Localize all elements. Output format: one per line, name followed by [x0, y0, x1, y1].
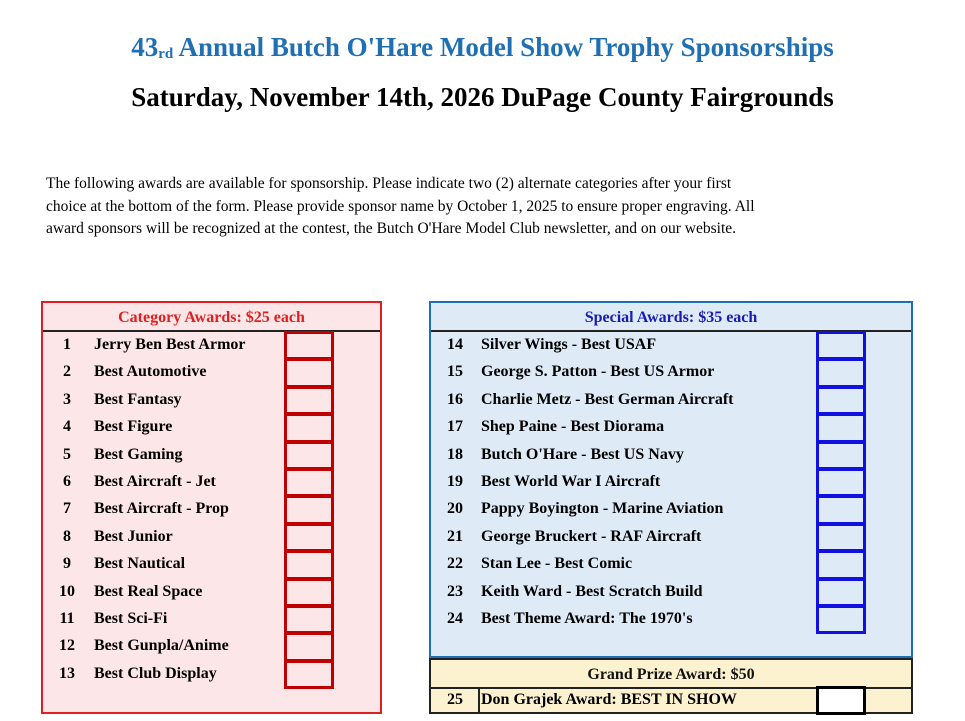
- checkbox[interactable]: [284, 605, 334, 635]
- award-number: 9: [63, 555, 71, 573]
- award-name: Best Theme Award: The 1970's: [481, 610, 693, 627]
- award-number: 23: [447, 582, 463, 600]
- award-number: 12: [59, 637, 75, 655]
- award-number: 24: [447, 610, 463, 627]
- award-name: Jerry Ben Best Armor: [94, 336, 246, 353]
- checkbox[interactable]: [816, 440, 866, 470]
- checkbox[interactable]: [816, 605, 866, 635]
- award-number: 3: [63, 390, 71, 408]
- award-number: 1: [63, 336, 71, 353]
- award-number: 18: [447, 445, 463, 463]
- checkbox[interactable]: [284, 385, 334, 416]
- award-name: Best Aircraft - Prop: [94, 500, 229, 518]
- award-number: 25: [447, 691, 463, 708]
- award-number: 19: [447, 473, 463, 490]
- checkbox[interactable]: [284, 495, 334, 525]
- award-name: George Bruckert - RAF Aircraft: [481, 527, 702, 545]
- award-name: Pappy Boyington - Marine Aviation: [481, 500, 724, 518]
- checkbox[interactable]: [816, 550, 866, 580]
- divider: [478, 687, 480, 714]
- intro-line: award sponsors will be recognized at the…: [46, 220, 737, 237]
- award-name: Stan Lee - Best Comic: [481, 555, 633, 573]
- title-text: Annual Butch O'Hare Model Show Trophy Sp…: [178, 32, 834, 62]
- checkbox[interactable]: [816, 495, 866, 525]
- award-number: 2: [63, 363, 71, 381]
- award-number: 20: [447, 500, 463, 518]
- checkbox[interactable]: [284, 577, 334, 607]
- award-number: 5: [63, 445, 71, 463]
- subtitle: Saturday, November 14th, 2026 DuPage Cou…: [131, 82, 834, 112]
- award-name: Keith Ward - Best Scratch Build: [481, 582, 703, 600]
- award-name: Don Grajek Award: BEST IN SHOW: [481, 691, 737, 708]
- award-number: 17: [447, 418, 463, 436]
- checkbox[interactable]: [816, 358, 866, 388]
- award-name: Best Real Space: [94, 582, 203, 600]
- award-name: Best Gaming: [94, 445, 183, 463]
- award-name: Best Aircraft - Jet: [94, 473, 216, 490]
- checkbox[interactable]: [816, 522, 866, 553]
- award-number: 13: [59, 664, 75, 682]
- intro-line: choice at the bottom of the form. Please…: [46, 198, 755, 215]
- award-name: Best Figure: [94, 418, 173, 436]
- section-heading: Category Awards: $25 each: [43, 303, 380, 332]
- award-name: Butch O'Hare - Best US Navy: [481, 445, 684, 463]
- award-name: Best Sci-Fi: [94, 610, 168, 627]
- checkbox[interactable]: [816, 385, 866, 416]
- checkbox[interactable]: [284, 522, 334, 553]
- checkbox[interactable]: [284, 659, 334, 690]
- section-heading: Special Awards: $35 each: [431, 303, 911, 332]
- award-name: Best Fantasy: [94, 390, 182, 408]
- award-name: Charlie Metz - Best German Aircraft: [481, 390, 734, 408]
- checkbox[interactable]: [284, 440, 334, 470]
- special-awards-panel: Special Awards: $35 each 14 Silver Wings …: [429, 301, 913, 658]
- grand-prize-panel: Grand Prize Award: $50 25 Don Grajek Awar…: [429, 658, 913, 715]
- award-number: 10: [59, 582, 75, 600]
- award-number: 4: [63, 418, 71, 436]
- award-name: Best Gunpla/Anime: [94, 637, 229, 655]
- checkbox[interactable]: [284, 468, 334, 498]
- checkbox[interactable]: [284, 358, 334, 388]
- award-number: 7: [63, 500, 71, 518]
- award-number: 6: [63, 473, 71, 490]
- title-suffix: rd: [158, 46, 174, 62]
- checkbox[interactable]: [816, 468, 866, 498]
- checkbox[interactable]: [816, 331, 866, 361]
- award-number: 21: [447, 527, 463, 545]
- award-name: Best Junior: [94, 527, 173, 545]
- checkbox[interactable]: [816, 577, 866, 607]
- award-name: Shep Paine - Best Diorama: [481, 418, 665, 436]
- award-number: 16: [447, 390, 463, 408]
- award-number: 11: [59, 610, 75, 627]
- checkbox[interactable]: [284, 413, 334, 443]
- checkbox[interactable]: [284, 550, 334, 580]
- checkbox[interactable]: [284, 331, 334, 361]
- award-name: Best Club Display: [94, 664, 217, 682]
- award-number: 14: [447, 336, 463, 353]
- checkbox[interactable]: [816, 686, 866, 715]
- title-number: 43: [131, 32, 159, 62]
- section-heading: Grand Prize Award: $50: [431, 660, 911, 689]
- title: 43rd Annual Butch O'Hare Model Show Trop…: [0, 32, 965, 63]
- award-number: 8: [63, 527, 71, 545]
- award-number: 15: [447, 363, 463, 381]
- intro-line: The following awards are available for s…: [46, 175, 732, 192]
- award-name: Best Automotive: [94, 363, 207, 381]
- checkbox[interactable]: [816, 413, 866, 443]
- checkbox[interactable]: [284, 632, 334, 662]
- category-awards-panel: Category Awards: $25 each 1 Jerry Ben Bes…: [41, 301, 382, 714]
- award-name: Best World War I Aircraft: [481, 473, 661, 490]
- award-number: 22: [447, 555, 463, 573]
- award-name: George S. Patton - Best US Armor: [481, 363, 715, 381]
- award-name: Silver Wings - Best USAF: [481, 336, 657, 353]
- award-name: Best Nautical: [94, 555, 186, 573]
